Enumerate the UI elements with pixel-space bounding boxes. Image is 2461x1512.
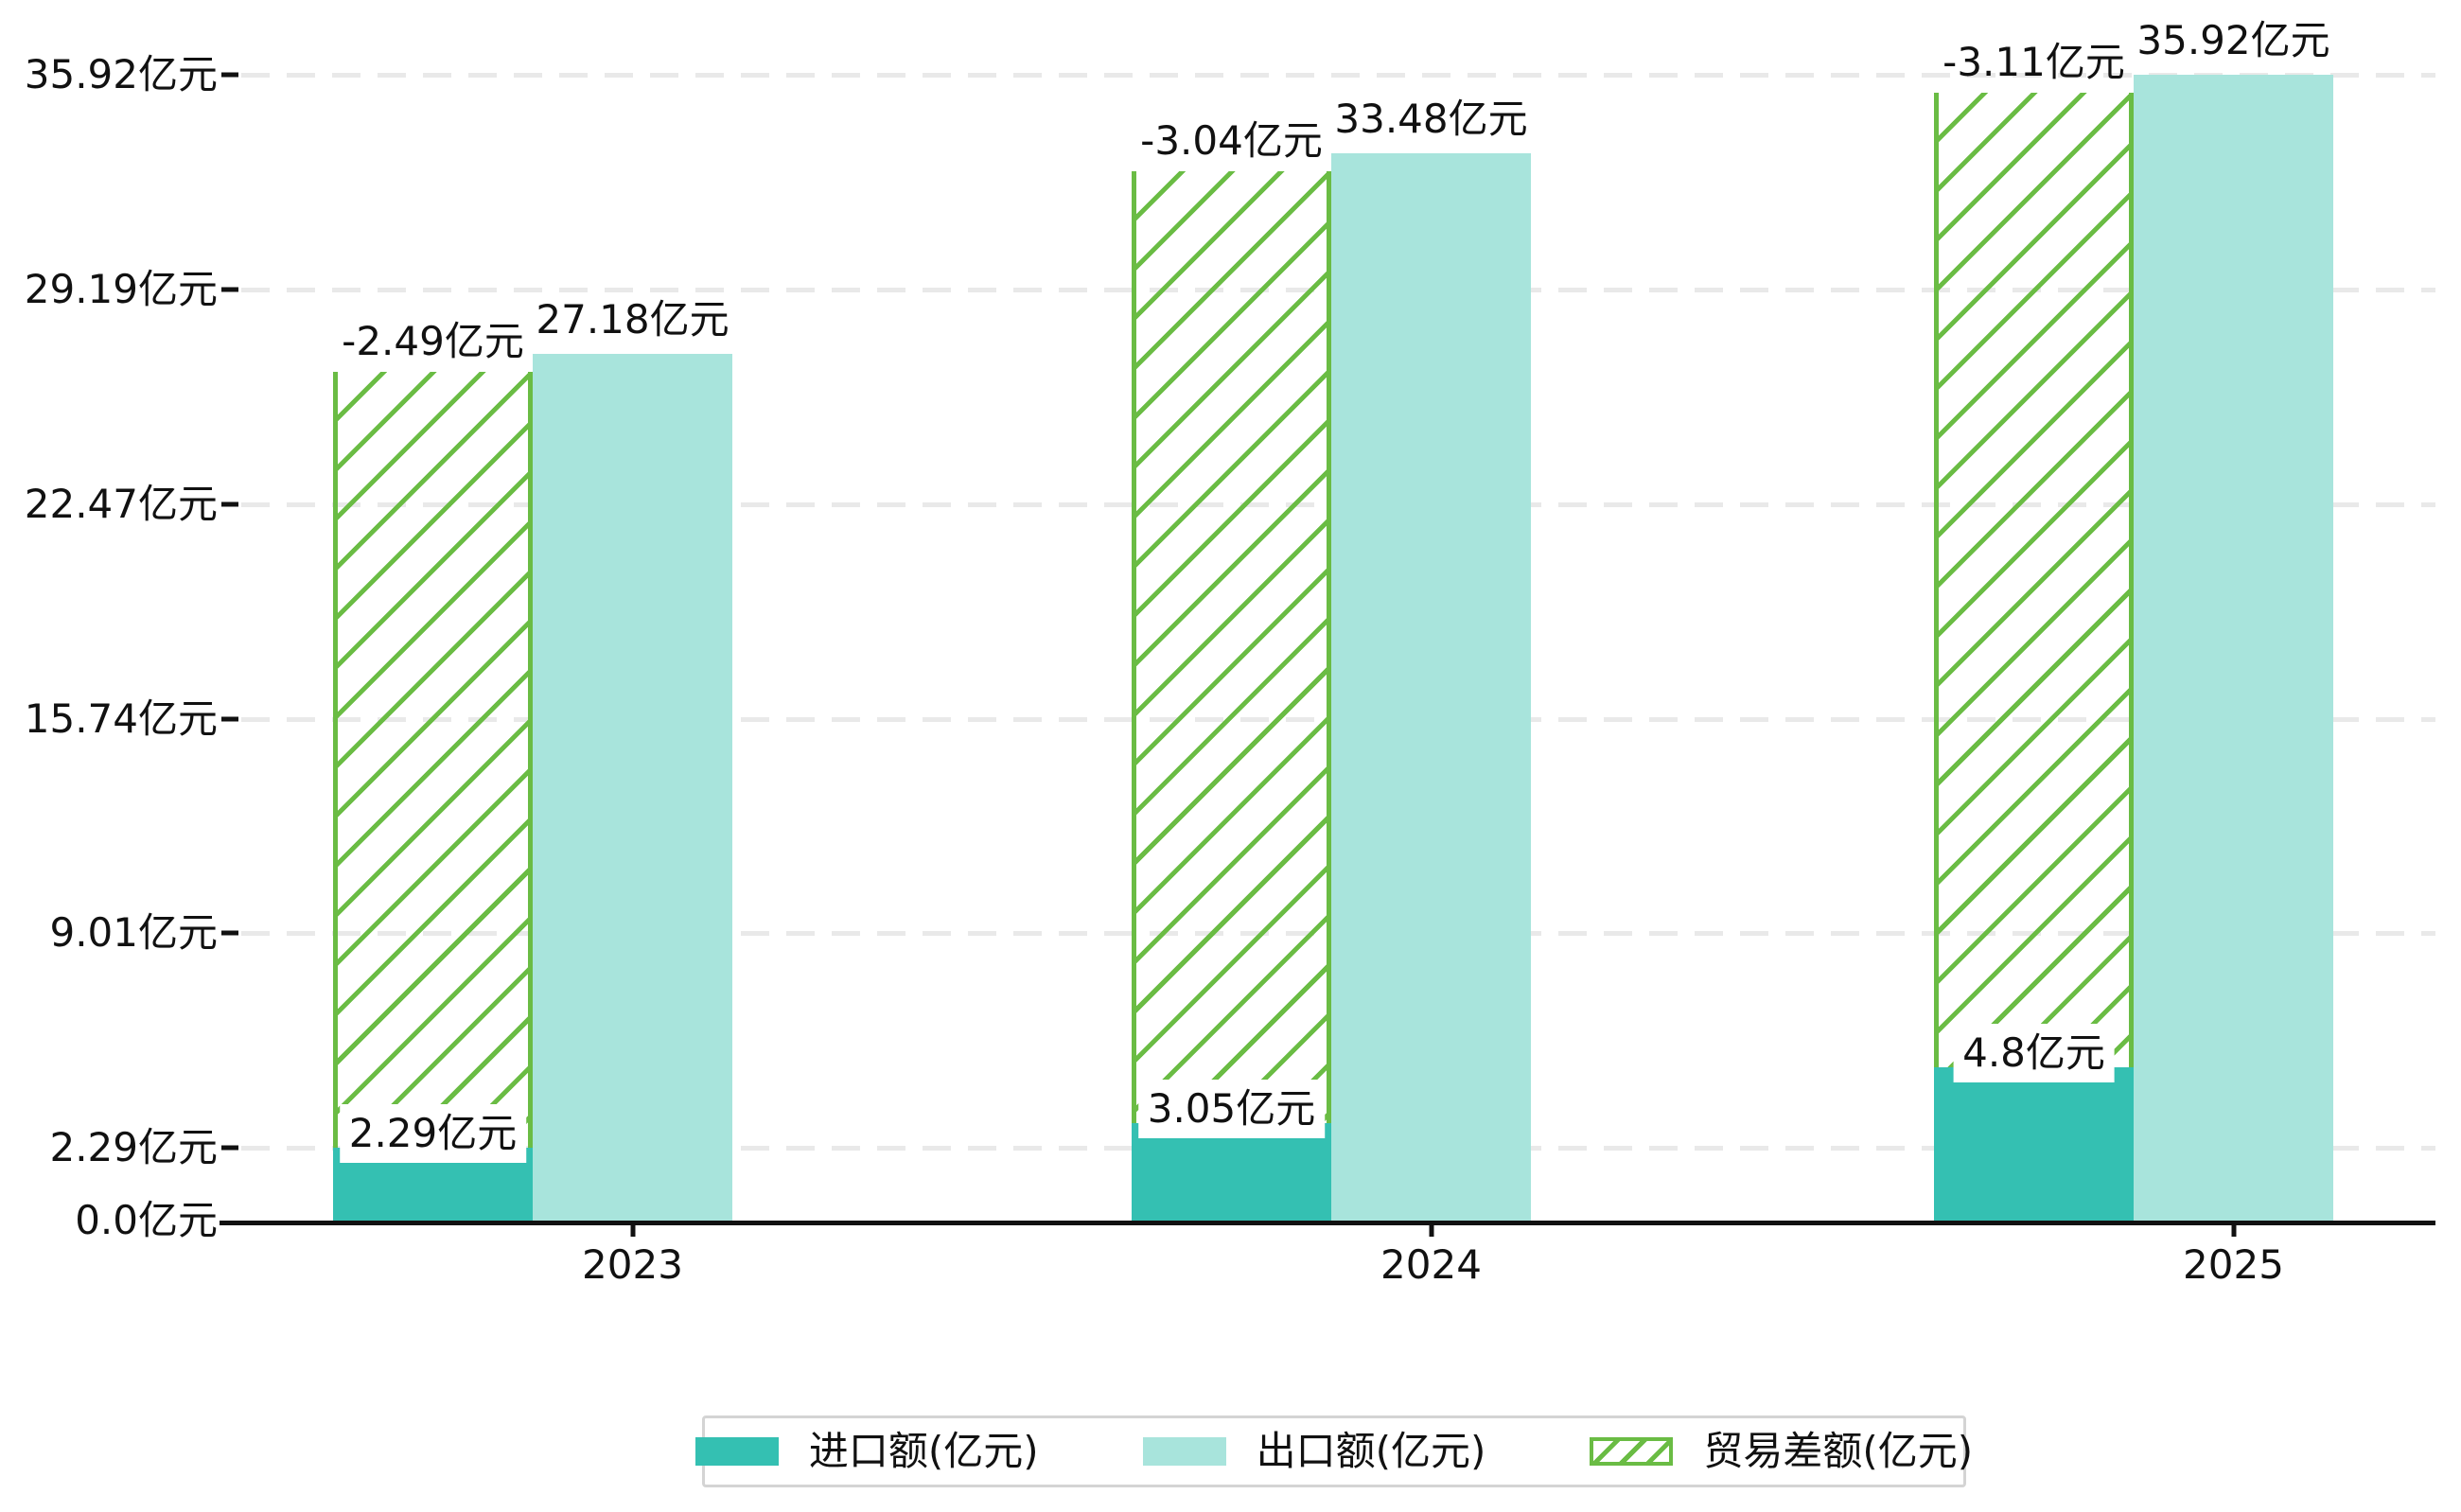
x-axis-tick-mark: [2231, 1221, 2236, 1237]
y-axis-tick-label: 15.74亿元: [24, 695, 218, 742]
y-axis-tick-mark: [221, 501, 238, 507]
x-axis-line: [220, 1221, 2435, 1225]
import-value-label: 3.05亿元: [1137, 1080, 1326, 1138]
x-axis-label: 2023: [582, 1241, 683, 1288]
legend-item-export: 出口额(亿元): [1142, 1428, 1486, 1474]
y-axis-tick-mark: [221, 72, 238, 78]
import-value-label: 4.8亿元: [1953, 1024, 2115, 1082]
y-axis-tick-label: 0.0亿元: [75, 1197, 218, 1243]
legend-swatch-trade-diff-hatch: [1590, 1437, 1674, 1466]
legend-label-trade-diff: 贸易差额(亿元): [1703, 1428, 1974, 1474]
y-axis-tick-label: 2.29亿元: [49, 1124, 218, 1170]
y-axis-tick-mark: [221, 930, 238, 936]
gridline: [241, 73, 2435, 78]
x-axis-tick-mark: [1429, 1221, 1433, 1237]
import-value-label: 2.29亿元: [339, 1104, 527, 1163]
trade-diff-value-label: -3.11亿元: [1942, 39, 2125, 85]
y-axis-tick-label: 29.19亿元: [24, 266, 218, 312]
legend-item-import: 进口额(亿元): [694, 1428, 1039, 1474]
legend-swatch-export: [1142, 1437, 1226, 1466]
y-axis-tick-label: 35.92亿元: [24, 51, 218, 97]
x-axis-tick-mark: [630, 1221, 635, 1237]
import-bar: [1132, 1123, 1331, 1221]
x-axis-label: 2025: [2183, 1241, 2284, 1288]
legend-item-trade-diff: 贸易差额(亿元): [1590, 1429, 1973, 1474]
legend-label-import: 进口额(亿元): [808, 1428, 1039, 1474]
trade-diff-bar: [1132, 171, 1331, 1123]
trade-diff-bar: [333, 372, 533, 1148]
y-axis-tick-mark: [221, 1145, 238, 1151]
trade-diff-value-label: -2.49亿元: [342, 318, 524, 364]
y-axis-tick-label: 9.01亿元: [49, 909, 218, 956]
trade-diff-value-label: -3.04亿元: [1140, 117, 1323, 164]
import-bar: [1934, 1067, 2134, 1221]
export-value-label: 27.18亿元: [536, 296, 730, 343]
legend: 进口额(亿元) 出口额(亿元) 贸易差额(亿元): [694, 1415, 1973, 1487]
y-axis-tick-mark: [221, 287, 238, 292]
y-axis-tick-mark: [221, 716, 238, 722]
legend-label-export: 出口额(亿元): [1256, 1428, 1486, 1474]
y-axis-tick-label: 22.47亿元: [24, 481, 218, 527]
export-bar: [1331, 153, 1531, 1221]
legend-swatch-import: [694, 1437, 779, 1466]
export-value-label: 35.92亿元: [2136, 17, 2330, 63]
export-value-label: 33.48亿元: [1334, 96, 1528, 142]
export-bar: [2134, 75, 2333, 1221]
trade-diff-bar: [1934, 93, 2134, 1067]
export-bar: [533, 354, 732, 1221]
x-axis-label: 2024: [1380, 1241, 1482, 1288]
